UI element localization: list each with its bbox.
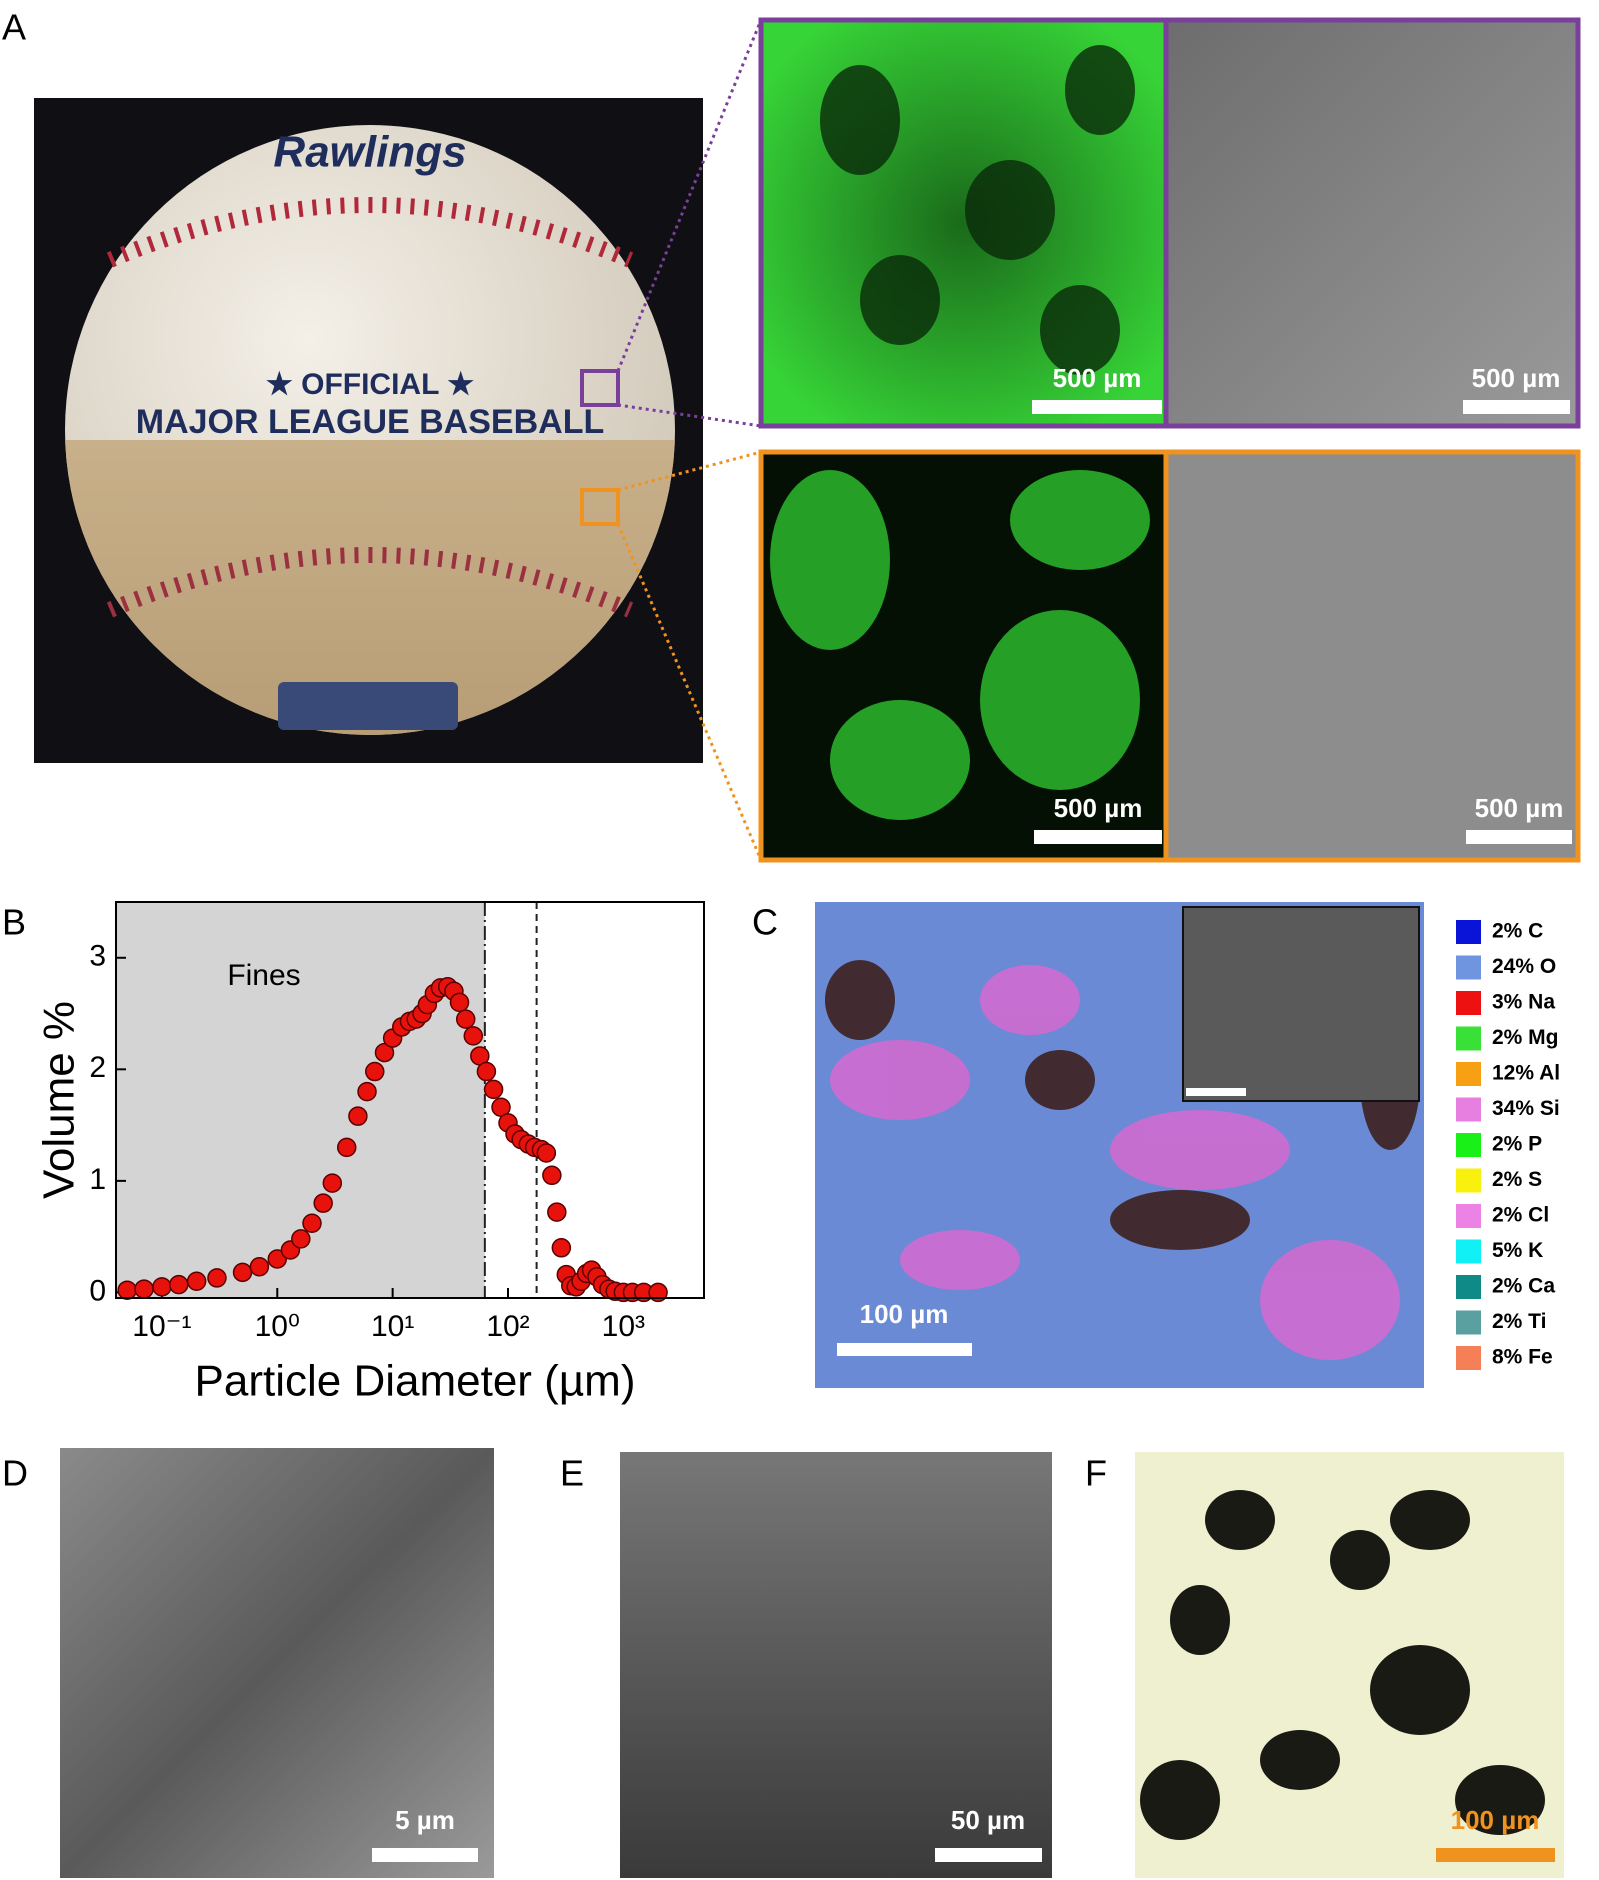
- data-point: [374, 1042, 395, 1063]
- scale-bar-label: 500 µm: [1475, 793, 1564, 823]
- legend-swatch: [1456, 1168, 1481, 1193]
- legend-label: 34% Si: [1492, 1097, 1560, 1120]
- data-point: [449, 992, 470, 1013]
- data-point: [302, 1213, 322, 1234]
- x-tick-label: 10¹: [371, 1310, 414, 1343]
- baseball-photo: Rawlings ★ OFFICIAL ★ MAJOR LEAGUE BASEB…: [34, 19, 763, 861]
- eds-legend: 2% C 24% O 3% Na 2% Mg 12% Al 34% Si 2% P 2% S 2…: [1456, 920, 1560, 1370]
- legend-label: 3% Na: [1492, 991, 1555, 1014]
- legend-swatch: [1456, 920, 1481, 944]
- data-point: [365, 1061, 385, 1082]
- data-point: [357, 1081, 377, 1102]
- photo-text: ★ OFFICIAL ★: [266, 368, 474, 401]
- legend-label: 24% O: [1492, 955, 1556, 978]
- legend-label: 2% P: [1492, 1133, 1542, 1156]
- eds-map: 100 µm: [815, 902, 1424, 1388]
- scale-bar-label: 100 µm: [860, 1299, 949, 1329]
- data-point: [476, 1061, 497, 1082]
- legend-swatch: [1456, 1239, 1481, 1264]
- data-point: [455, 1009, 476, 1029]
- data-point: [186, 1271, 207, 1292]
- x-tick-label: 10⁰: [255, 1310, 300, 1343]
- data-point: [134, 1279, 154, 1299]
- legend-label: 5% K: [1492, 1239, 1543, 1262]
- data-point: [322, 1173, 343, 1193]
- y-tick-label: 3: [89, 940, 106, 973]
- data-point: [117, 1280, 137, 1300]
- x-tick-label: 10⁻¹: [132, 1310, 191, 1343]
- micrographs-def: 5 µm 50 µm 100 µm: [60, 1448, 1564, 1878]
- data-point: [291, 1229, 311, 1249]
- legend-swatch: [1456, 955, 1481, 980]
- scale-bar-label: 5 µm: [395, 1805, 455, 1835]
- annotation: Fines: [227, 959, 300, 992]
- legend-label: 2% Ca: [1492, 1275, 1555, 1298]
- legend-label: 8% Fe: [1492, 1346, 1553, 1369]
- photo-text: Rawlings: [273, 128, 466, 177]
- y-tick-label: 0: [89, 1274, 106, 1307]
- particle-size-chart: Fines 0 1 2 3 10⁻¹ 10⁰ 10¹ 10² 10³ Particle Diamet…: [35, 901, 705, 1406]
- scale-bar-label: 500 µm: [1472, 363, 1561, 393]
- panel-label: D: [2, 1453, 28, 1494]
- legend-swatch: [1456, 1097, 1481, 1122]
- legend-label: 2% C: [1492, 920, 1543, 943]
- plot-frame: [115, 901, 705, 1299]
- data-point: [463, 1026, 484, 1046]
- scale-bar-label: 50 µm: [951, 1805, 1025, 1835]
- panel-label: A: [2, 7, 26, 48]
- data-point: [483, 1079, 504, 1100]
- y-axis-label: Volume %: [35, 1001, 84, 1199]
- scale-bar-label: 500 µm: [1054, 793, 1143, 823]
- legend-swatch: [1456, 991, 1481, 1015]
- scale-bar-label: 500 µm: [1053, 363, 1142, 393]
- legend-swatch: [1456, 1062, 1481, 1086]
- legend-swatch: [1456, 1133, 1481, 1157]
- data-point: [547, 1202, 567, 1222]
- legend-swatch: [1456, 1204, 1481, 1228]
- data-point: [542, 1165, 562, 1186]
- data-point: [348, 1106, 368, 1126]
- legend-label: 2% Ti: [1492, 1310, 1546, 1333]
- micrographs: 500 µm 500 µm 500 µm 500 µm: [758, 17, 1581, 863]
- data-point: [232, 1262, 253, 1283]
- y-tick-label: 2: [89, 1051, 106, 1084]
- data-point: [169, 1274, 189, 1295]
- x-tick-label: 10³: [602, 1310, 645, 1343]
- panel-label: B: [2, 902, 26, 943]
- data-point: [207, 1268, 227, 1288]
- scale-bar-label: 100 µm: [1451, 1805, 1540, 1835]
- data-point: [249, 1257, 270, 1277]
- x-axis-label: Particle Diameter (µm): [195, 1357, 636, 1406]
- panel-label: C: [752, 902, 778, 943]
- x-tick-label: 10²: [486, 1310, 529, 1343]
- data-point: [336, 1137, 357, 1158]
- legend-label: 2% Cl: [1492, 1204, 1549, 1227]
- data-point: [551, 1238, 572, 1258]
- panel-label: E: [560, 1453, 584, 1494]
- legend-label: 2% Mg: [1492, 1026, 1559, 1049]
- data-point: [648, 1282, 668, 1303]
- legend-label: 2% S: [1492, 1168, 1542, 1191]
- panel-label: F: [1085, 1453, 1107, 1494]
- legend-swatch: [1456, 1346, 1481, 1370]
- data-point: [313, 1193, 333, 1213]
- data-point: [536, 1143, 557, 1163]
- legend-swatch: [1456, 1310, 1481, 1335]
- photo-text: MAJOR LEAGUE BASEBALL: [136, 403, 604, 441]
- legend-label: 12% Al: [1492, 1062, 1560, 1085]
- y-tick-label: 1: [89, 1163, 106, 1196]
- legend-swatch: [1456, 1275, 1481, 1299]
- legend-swatch: [1456, 1026, 1481, 1051]
- data-point: [152, 1277, 172, 1297]
